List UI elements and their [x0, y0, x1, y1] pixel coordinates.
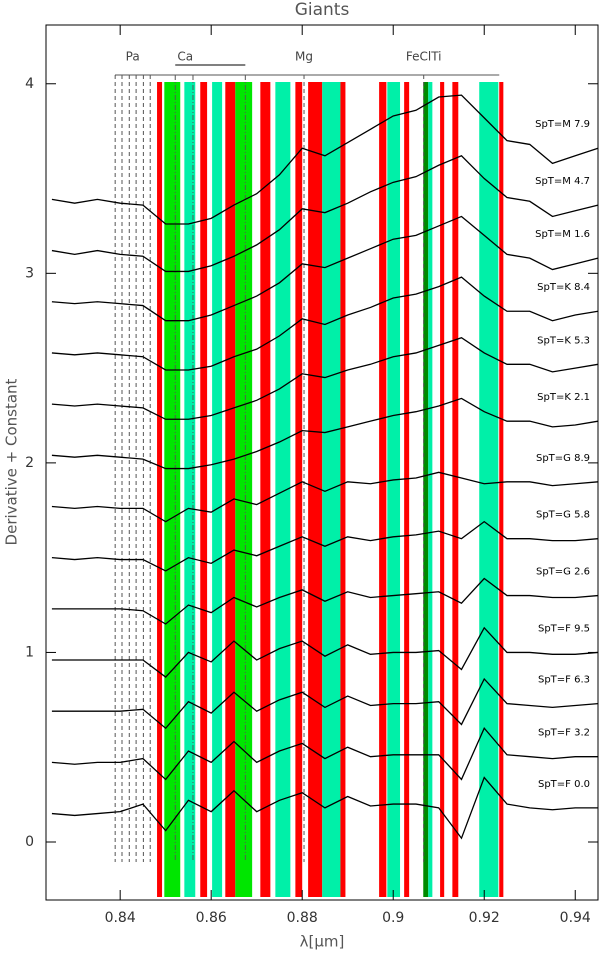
x-axis-label: λ[μm]	[300, 933, 345, 951]
x-tick-label: 0.9	[382, 910, 404, 926]
band	[200, 82, 208, 897]
spectrum-line	[51, 471, 599, 523]
x-tick-label: 0.84	[105, 910, 136, 926]
x-tick-label: 0.92	[469, 910, 500, 926]
band	[479, 82, 499, 897]
y-tick-label: 1	[25, 644, 34, 660]
spectrum-line	[51, 520, 599, 572]
y-tick-label: 2	[25, 455, 34, 471]
series-label: SpT=M 4.7	[535, 176, 590, 187]
series-label: SpT=K 8.4	[537, 282, 590, 293]
spectrum-line	[51, 155, 599, 273]
band	[295, 82, 303, 897]
band	[260, 82, 271, 897]
band	[212, 82, 223, 897]
band	[275, 82, 291, 897]
band	[184, 82, 196, 897]
band	[452, 82, 459, 897]
band	[225, 82, 236, 897]
spectrum-line	[51, 577, 599, 625]
series-label: SpT=F 0.0	[538, 779, 590, 790]
series-label: SpT=M 1.6	[535, 229, 590, 240]
spectrum-line	[51, 677, 599, 730]
series-label: SpT=F 9.5	[538, 623, 590, 634]
band	[404, 82, 410, 897]
band	[340, 82, 346, 897]
x-tick-label: 0.94	[560, 910, 591, 926]
spectrum-line	[51, 276, 599, 371]
band	[322, 82, 341, 897]
marker-label: Ca	[177, 50, 193, 64]
y-tick-label: 3	[25, 265, 34, 281]
series-label: SpT=G 2.6	[536, 567, 590, 578]
marker-label: Mg	[295, 50, 313, 64]
series-label: SpT=F 6.3	[538, 675, 590, 686]
series-label: SpT=G 5.8	[536, 510, 590, 521]
band	[499, 82, 504, 897]
marker-label: FeClTi	[406, 50, 442, 64]
band	[235, 82, 253, 897]
band	[428, 82, 433, 897]
band	[387, 82, 401, 897]
band	[423, 82, 429, 897]
spectrum-line	[51, 215, 599, 322]
spectrum-line	[51, 397, 599, 470]
spectrum-line	[51, 727, 598, 781]
band	[157, 82, 163, 897]
series-label: SpT=F 3.2	[538, 728, 590, 739]
x-tick-label: 0.86	[196, 910, 227, 926]
band	[440, 82, 445, 897]
series-label: SpT=M 7.9	[535, 119, 590, 130]
spectrum-line	[51, 626, 599, 678]
y-tick-label: 0	[25, 834, 34, 850]
band	[164, 82, 181, 897]
series-label: SpT=K 2.1	[537, 392, 590, 403]
y-axis-label: Derivative + Constant	[3, 378, 21, 545]
y-tick-label: 4	[25, 76, 34, 92]
spectrum-line	[51, 776, 598, 840]
band	[308, 82, 323, 897]
series-label: SpT=K 5.3	[537, 335, 590, 346]
spectrum-line	[51, 337, 599, 420]
x-tick-label: 0.88	[287, 910, 318, 926]
series-label: SpT=G 8.9	[536, 453, 590, 464]
band	[379, 82, 387, 897]
spectrum-line	[51, 94, 599, 225]
marker-label: Pa	[126, 50, 140, 64]
chart-title: Giants	[295, 0, 350, 20]
